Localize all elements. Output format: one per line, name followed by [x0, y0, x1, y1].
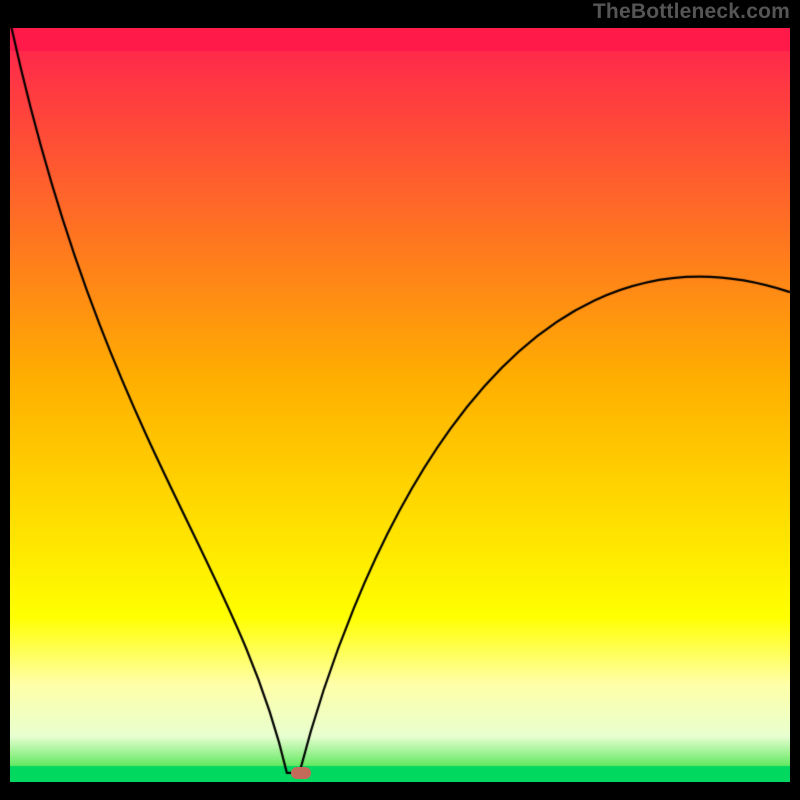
frame-border-left: [0, 0, 10, 800]
watermark-text: TheBottleneck.com: [593, 0, 790, 24]
optimum-marker: [291, 767, 311, 779]
frame-border-bottom: [0, 782, 800, 800]
frame-border-right: [790, 0, 800, 800]
plot-area: [10, 28, 790, 782]
v-curve-line: [10, 28, 790, 782]
